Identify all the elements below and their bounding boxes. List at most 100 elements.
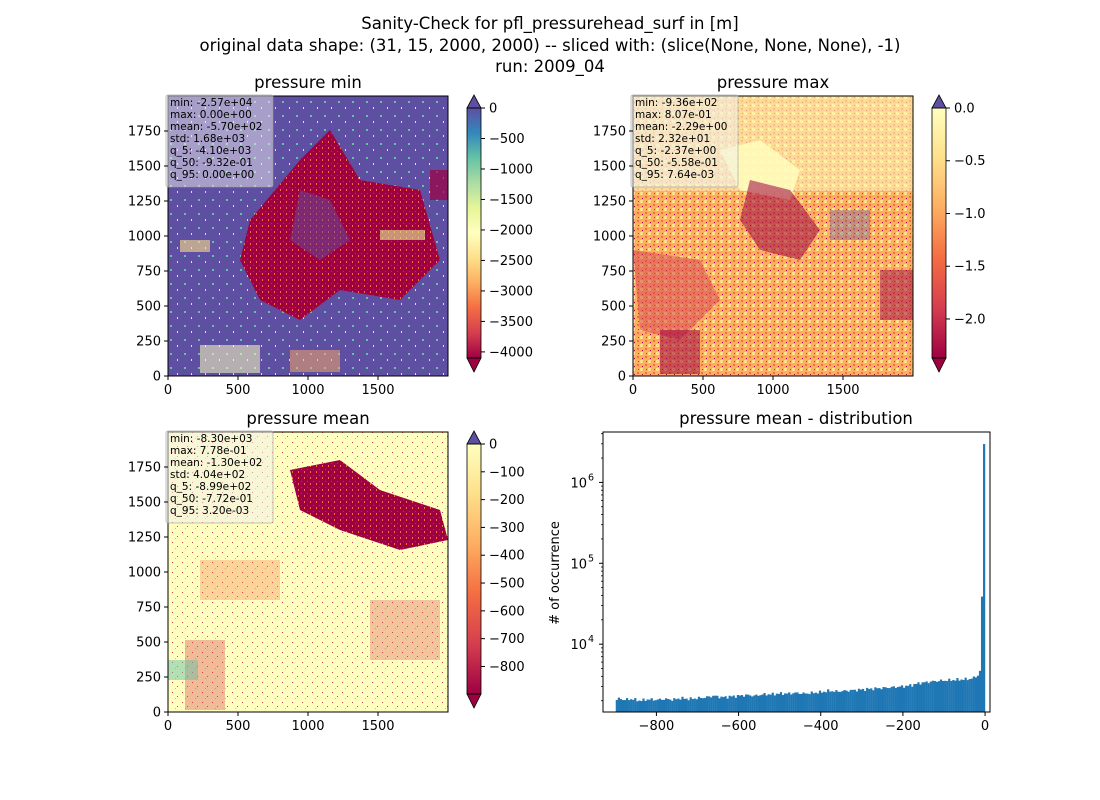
y-tick-label: 1750 (128, 125, 161, 140)
y-tick-label: 0 (153, 370, 161, 385)
histogram-bar (734, 697, 737, 712)
histogram-bar (818, 690, 822, 712)
histogram-bar (851, 689, 854, 712)
y-tick-label: 10 (570, 476, 587, 491)
colorbar-tick-label: −200 (489, 493, 525, 508)
histogram-bar (630, 699, 633, 712)
x-tick-label: 1000 (291, 719, 324, 734)
histogram-bar (825, 692, 828, 712)
histogram-bar (669, 699, 672, 712)
y-axis-label: # of occurrence (548, 521, 563, 625)
histogram-bar (667, 698, 670, 712)
histogram-bar (833, 691, 836, 712)
histogram-bar (884, 687, 887, 712)
y-tick-label: 750 (601, 265, 626, 280)
histogram-bar (847, 691, 850, 712)
x-tick-label: −600 (721, 719, 757, 734)
y-tick-label: 1250 (593, 195, 626, 210)
stats-line: max: 7.78e-01 (170, 445, 247, 457)
histogram-bar (783, 693, 787, 712)
histogram-bar (841, 691, 844, 712)
histogram-bar (882, 686, 885, 712)
y-tick-label: 1250 (128, 195, 161, 210)
histogram-bar (888, 688, 891, 712)
x-tick-label: 0 (164, 719, 172, 734)
histogram-bar (905, 685, 908, 712)
histogram-bar (868, 689, 871, 712)
x-tick-label: 0 (629, 383, 637, 398)
histogram-bar (716, 695, 719, 712)
x-tick-label: 1500 (361, 719, 394, 734)
panel-pressure-mean-distribution: pressure mean - distribution # of occurr… (548, 409, 991, 734)
y-tick-label: 1000 (593, 230, 626, 245)
histogram-bar (837, 691, 840, 712)
histogram-bar (859, 689, 863, 712)
histogram-bar (954, 680, 957, 712)
x-tick-label: −800 (639, 719, 675, 734)
y-tick-label: 750 (136, 601, 161, 616)
y-tick-label: 1000 (128, 230, 161, 245)
x-tick-label: 1500 (826, 383, 859, 398)
histogram-bar (615, 699, 618, 712)
histogram-bar (919, 684, 922, 712)
histogram-bar (636, 701, 639, 712)
histogram-bar (972, 676, 975, 712)
histogram-bar (980, 596, 984, 712)
colorbar (466, 430, 482, 709)
histogram-bar (790, 694, 793, 712)
histogram-bar (658, 698, 662, 712)
colorbar-extend-min (931, 357, 947, 373)
colorbar-tick-label: 0.0 (954, 102, 975, 117)
histogram-bar (935, 681, 939, 712)
stats-line: mean: -1.30e+02 (170, 457, 262, 469)
histogram-bar (978, 670, 982, 712)
histogram-bar (806, 693, 809, 712)
histogram-bar (831, 691, 834, 712)
histogram-bar (786, 693, 789, 712)
histogram-bar (864, 690, 867, 712)
histogram-bar (724, 696, 727, 712)
y-tick-label: 1500 (128, 496, 161, 511)
stats-line: q_95: 7.64e-03 (635, 169, 714, 181)
histogram-bar (652, 700, 655, 712)
stats-line: std: 4.04e+02 (170, 469, 245, 481)
histogram-bar (687, 700, 690, 712)
stats-line: mean: -2.29e+00 (635, 121, 727, 133)
y-tick-label: 10 (570, 557, 587, 572)
histogram-bar (896, 686, 900, 712)
histogram-bar (948, 678, 951, 712)
histogram-bar (619, 699, 623, 712)
histogram-bar (660, 699, 664, 712)
histogram-bar (796, 692, 799, 712)
histogram-bar (693, 698, 696, 712)
y-tick-label: 500 (136, 636, 161, 651)
y-tick-label: 1250 (128, 531, 161, 546)
colorbar-tick-label: −0.5 (954, 154, 986, 169)
colorbar-tick-label: −500 (489, 132, 525, 147)
colorbar-tick-label: −300 (489, 521, 525, 536)
histogram-bar (958, 680, 961, 712)
histogram-bar (738, 695, 742, 712)
stats-line: q_95: 3.20e-03 (170, 505, 249, 517)
colorbar-tick-label: 0 (489, 102, 497, 117)
colorbar-tick-label: −4000 (489, 345, 533, 360)
histogram-bar (757, 695, 760, 712)
x-tick-label: 500 (226, 383, 251, 398)
histogram-bar (800, 693, 803, 712)
stats-line: q_5: -2.37e+00 (635, 145, 716, 157)
y-tick-label: 250 (136, 335, 161, 350)
stats-line: q_50: -7.72e-01 (170, 493, 253, 505)
histogram-bar (792, 693, 795, 712)
histogram-bar (769, 694, 772, 712)
stats-line: std: 2.32e+01 (635, 133, 710, 145)
histogram-bar (701, 698, 705, 712)
histogram-bar (974, 677, 978, 712)
stats-line: q_95: 0.00e+00 (170, 169, 254, 181)
colorbar-tick-label: −500 (489, 577, 525, 592)
histogram-bar (874, 687, 877, 712)
histogram-bar (822, 691, 826, 712)
colorbar (466, 94, 482, 373)
colorbar-tick-label: −3000 (489, 284, 533, 299)
histogram-bar (689, 697, 692, 712)
